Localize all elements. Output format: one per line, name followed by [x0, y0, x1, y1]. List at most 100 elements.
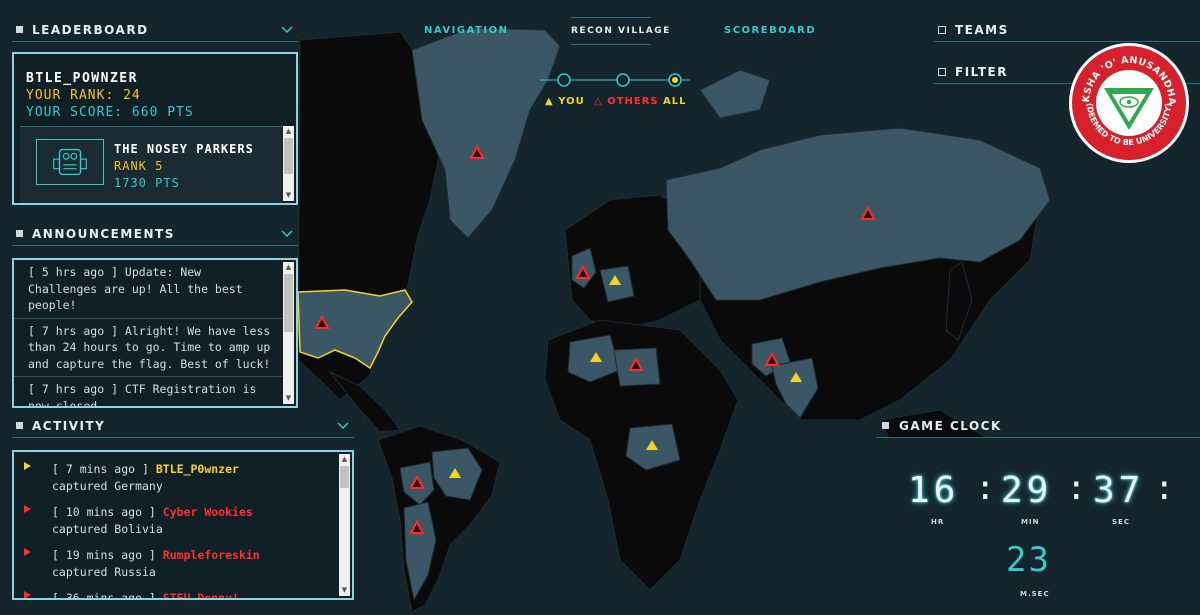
other-triangle-icon — [24, 548, 31, 556]
game-clock-header: GAME CLOCK — [876, 414, 1200, 438]
activity-list: [ 7 mins ago ] BTLE_P0wnzer captured Ger… — [14, 452, 338, 600]
region-russia[interactable] — [665, 127, 1051, 301]
announcements-title: ANNOUNCEMENTS — [32, 226, 175, 241]
user-score: YOUR SCORE: 660 PTS — [26, 105, 194, 120]
leaderboard-scrollbar[interactable]: ▲ ▼ — [283, 126, 294, 201]
marker-uk[interactable] — [575, 264, 591, 279]
announcements-panel: [ 5 hrs ago ] Update: New Challenges are… — [12, 258, 298, 408]
legend-others-icon: △ — [594, 96, 603, 107]
activity-team[interactable]: STFU Donny! — [162, 591, 239, 600]
checkbox-icon[interactable] — [938, 67, 946, 76]
chevron-down-icon[interactable] — [280, 25, 294, 35]
marker-greenland[interactable] — [469, 144, 485, 159]
checkbox-icon[interactable] — [938, 25, 946, 34]
leaderboard-panel: BTLE_POWNZER YOUR RANK: 24 YOUR SCORE: 6… — [12, 52, 298, 205]
toggle-you[interactable] — [557, 73, 571, 87]
university-logo: SIKSHA 'O' ANUSANDHAN (DEEMED TO BE UNIV… — [1068, 42, 1189, 163]
chevron-down-icon[interactable] — [336, 421, 350, 431]
clock-ms-label: M.SEC — [1020, 590, 1050, 598]
team-card[interactable]: THE NOSEY PARKERS RANK 5 1730 PTS — [20, 126, 282, 203]
scroll-thumb[interactable] — [284, 274, 293, 332]
region-central-america[interactable] — [329, 371, 401, 433]
marker-russia[interactable] — [860, 205, 876, 220]
activity-team[interactable]: Rumpleforeskin — [162, 548, 260, 562]
activity-item: [ 36 mins ago ] STFU Donny! captured Bol… — [24, 587, 338, 600]
announcements-scrollbar[interactable]: ▲ ▼ — [283, 262, 294, 404]
nav-divider — [571, 44, 651, 45]
team-name: THE NOSEY PARKERS — [114, 142, 254, 156]
you-triangle-icon — [24, 462, 31, 470]
activity-item: [ 10 mins ago ] Cyber Wookies captured B… — [24, 501, 338, 540]
clock-colon: : — [1066, 468, 1087, 508]
user-summary: BTLE_POWNZER YOUR RANK: 24 YOUR SCORE: 6… — [26, 70, 194, 121]
scroll-up-icon[interactable]: ▲ — [341, 455, 348, 463]
nav-recon-village[interactable]: RECON VILLAGE — [571, 26, 671, 36]
activity-header[interactable]: ACTIVITY — [12, 414, 354, 438]
nav-scoreboard[interactable]: SCOREBOARD — [724, 25, 817, 36]
other-triangle-icon — [24, 591, 31, 598]
region-arctic-islands[interactable] — [699, 69, 771, 119]
marker-pakistan[interactable] — [764, 351, 780, 366]
region-japan[interactable] — [945, 261, 973, 341]
filter-title: FILTER — [955, 64, 1008, 79]
team-points: 1730 PTS — [114, 176, 180, 190]
other-triangle-icon — [24, 505, 31, 513]
toggle-others[interactable] — [616, 73, 630, 87]
marker-libya[interactable] — [628, 356, 644, 371]
scroll-down-icon[interactable]: ▼ — [341, 586, 348, 594]
announcement-item: [ 5 hrs ago ] Update: New Challenges are… — [14, 260, 282, 319]
chevron-down-icon[interactable] — [280, 229, 294, 239]
scroll-thumb[interactable] — [340, 466, 349, 488]
square-icon — [16, 422, 23, 429]
user-rank: YOUR RANK: 24 — [26, 88, 141, 103]
marker-bolivia[interactable] — [449, 468, 461, 478]
legend-you[interactable]: ▲ YOU — [545, 96, 585, 107]
announcement-item: [ 7 hrs ago ] CTF Registration is now cl… — [28, 382, 257, 408]
announcement-item: [ 7 hrs ago ] Alright! We have less than… — [14, 319, 282, 377]
legend-others[interactable]: △ OTHERS — [594, 96, 659, 107]
region-europe[interactable] — [564, 194, 701, 331]
announcements-header[interactable]: ANNOUNCEMENTS — [12, 222, 298, 246]
scroll-up-icon[interactable]: ▲ — [285, 263, 292, 271]
nav-divider — [571, 17, 651, 18]
scroll-down-icon[interactable]: ▼ — [285, 394, 292, 402]
clock-min-label: MIN — [1021, 518, 1040, 526]
square-icon — [16, 26, 23, 33]
marker-congo[interactable] — [646, 440, 658, 450]
region-india[interactable] — [771, 357, 819, 419]
region-chile-argentina[interactable] — [403, 501, 437, 602]
filter-header[interactable]: FILTER — [934, 60, 1200, 84]
marker-chile[interactable] — [409, 519, 425, 534]
leaderboard-header[interactable]: LEADERBOARD — [12, 18, 298, 42]
clock-seconds: 37 — [1093, 470, 1145, 511]
markers-you — [449, 275, 802, 478]
scroll-thumb[interactable] — [284, 138, 293, 174]
scroll-down-icon[interactable]: ▼ — [285, 191, 292, 199]
user-name: BTLE_POWNZER — [26, 71, 138, 86]
announcement-list: [ 5 hrs ago ] Update: New Challenges are… — [14, 260, 282, 408]
region-greenland[interactable] — [411, 27, 561, 239]
clock-colon: : — [975, 468, 996, 508]
activity-scrollbar[interactable]: ▲ ▼ — [339, 454, 350, 596]
leaderboard-title: LEADERBOARD — [32, 22, 149, 37]
marker-algeria[interactable] — [590, 352, 602, 362]
teams-header[interactable]: TEAMS — [934, 18, 1200, 42]
activity-team[interactable]: Cyber Wookies — [162, 505, 253, 519]
markers-others — [314, 144, 876, 534]
marker-usa[interactable] — [314, 314, 330, 329]
game-clock-panel — [876, 438, 1200, 615]
team-info: THE NOSEY PARKERS RANK 5 1730 PTS — [114, 141, 254, 192]
marker-germany[interactable] — [609, 275, 621, 285]
activity-team[interactable]: BTLE_P0wnzer — [155, 462, 239, 476]
clock-minutes: 29 — [1001, 470, 1053, 511]
legend-all[interactable]: ALL — [663, 96, 687, 107]
nav-navigation[interactable]: NAVIGATION — [424, 25, 509, 36]
marker-peru[interactable] — [409, 474, 425, 489]
clock-milliseconds: 23 — [1006, 540, 1051, 580]
marker-india[interactable] — [790, 372, 802, 382]
activity-title: ACTIVITY — [32, 418, 106, 433]
view-toggle[interactable] — [540, 70, 690, 90]
scroll-up-icon[interactable]: ▲ — [285, 127, 292, 135]
region-usa[interactable] — [297, 289, 413, 370]
team-icon — [36, 139, 104, 185]
